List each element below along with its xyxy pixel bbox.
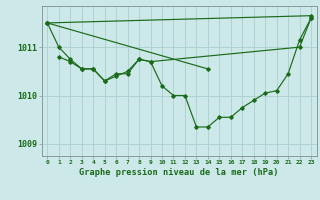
X-axis label: Graphe pression niveau de la mer (hPa): Graphe pression niveau de la mer (hPa): [79, 168, 279, 177]
